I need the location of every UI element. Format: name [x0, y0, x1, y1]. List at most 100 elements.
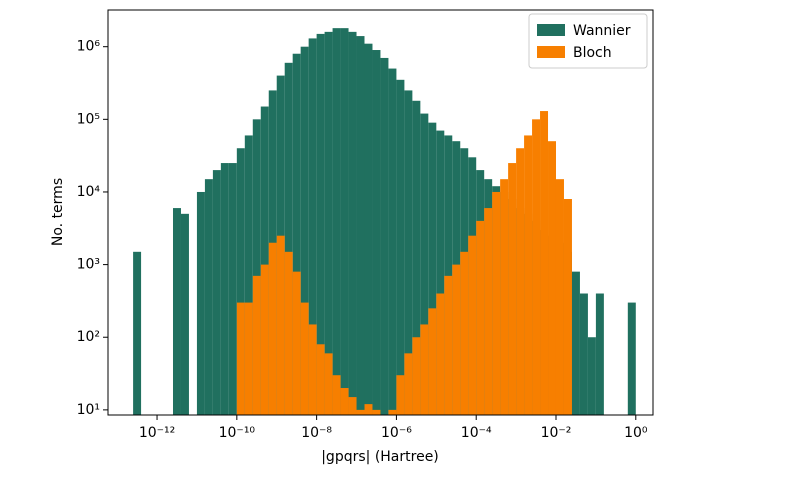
histogram-bar: [587, 337, 596, 415]
histogram-bar: [212, 170, 221, 415]
histogram-bar: [236, 302, 245, 415]
histogram-bar: [236, 148, 245, 415]
histogram-bar: [292, 271, 301, 415]
histogram-bar: [436, 130, 445, 415]
x-tick-label: 10⁻⁶: [381, 425, 412, 441]
histogram-bar: [412, 100, 421, 415]
histogram-bar: [332, 375, 341, 415]
y-tick-label: 10¹: [77, 402, 100, 418]
histogram-bar: [404, 90, 413, 416]
histogram-bar: [372, 409, 381, 415]
x-tick-label: 10⁰: [624, 425, 648, 441]
histogram-bar: [364, 404, 373, 415]
legend-label: Wannier: [573, 23, 631, 39]
histogram-bar: [396, 79, 405, 415]
histogram-bar: [508, 163, 517, 415]
histogram-bar: [555, 179, 564, 415]
histogram-bar: [548, 141, 556, 415]
histogram-bar: [252, 275, 261, 415]
histogram-bar: [428, 308, 437, 415]
histogram-bar: [492, 191, 501, 415]
histogram-bar: [468, 235, 477, 415]
y-tick-label: 10⁵: [77, 111, 100, 127]
histogram-bar: [324, 353, 333, 415]
histogram-bar: [284, 62, 293, 416]
histogram-bar: [260, 106, 269, 416]
legend-label: Bloch: [573, 45, 612, 61]
histogram-bar: [276, 235, 285, 415]
histogram-bar: [268, 242, 277, 415]
histogram-bar: [228, 163, 237, 415]
histogram-bar: [244, 135, 253, 415]
histogram-bar: [571, 271, 580, 415]
histogram-bar: [627, 302, 636, 415]
legend-swatch: [537, 24, 565, 36]
bars: [133, 28, 636, 416]
histogram-bar: [308, 38, 317, 415]
histogram-bar: [396, 375, 405, 415]
histogram-bar: [196, 191, 205, 415]
histogram-bar: [252, 119, 261, 415]
histogram-bar: [540, 111, 549, 415]
histogram-bar: [204, 179, 213, 415]
histogram-bar: [356, 409, 365, 415]
plot-frame: [107, 9, 654, 416]
x-tick-label: 10⁻¹²: [139, 425, 175, 441]
histogram-bar: [332, 28, 341, 416]
histogram-bar: [516, 148, 525, 415]
histogram-bar: [308, 324, 317, 415]
histogram-bar: [500, 179, 509, 415]
histogram-bar: [412, 337, 421, 415]
y-tick-label: 10³: [77, 257, 100, 273]
x-tick-label: 10⁻⁴: [461, 425, 492, 441]
histogram-bar: [133, 251, 142, 415]
histogram-bar: [244, 302, 253, 415]
histogram-bar: [452, 264, 461, 415]
histogram-bar: [579, 293, 588, 415]
histogram-bar: [220, 163, 229, 415]
x-tick-label: 10⁻⁸: [301, 425, 332, 441]
x-tick-label: 10⁻¹⁰: [219, 425, 256, 441]
histogram-bar: [595, 293, 604, 415]
histogram-bar: [340, 28, 349, 416]
histogram-bar: [444, 275, 453, 415]
histogram-bar: [340, 388, 349, 415]
histogram-bar: [404, 353, 413, 415]
histogram-bar: [324, 31, 333, 415]
x-axis-label: |gpqrs| (Hartree): [321, 449, 439, 465]
histogram-bar: [388, 68, 397, 415]
histogram-bar: [532, 119, 541, 415]
histogram-bar: [348, 31, 357, 415]
histogram-bar: [364, 43, 373, 415]
y-axis-label: No. terms: [50, 178, 66, 246]
histogram-bar: [284, 251, 293, 415]
histogram-bar: [292, 53, 301, 416]
histogram-bar: [420, 324, 429, 415]
y-tick-label: 10⁶: [77, 39, 101, 55]
histogram-bar: [180, 213, 189, 415]
histogram-bar: [356, 36, 365, 415]
histogram-bar: [372, 50, 381, 415]
histogram-bar: [300, 302, 309, 415]
y-tick-label: 10²: [77, 329, 100, 345]
x-tick-label: 10⁻²: [541, 425, 572, 441]
histogram-bar: [563, 199, 572, 415]
histogram-bar: [476, 220, 485, 415]
histogram-bar: [380, 57, 389, 416]
y-tick-label: 10⁴: [77, 184, 101, 200]
histogram-bar: [316, 344, 325, 415]
histogram-bar: [420, 113, 429, 416]
histogram-bar: [484, 208, 493, 415]
histogram-bar: [444, 135, 453, 415]
histogram-bar: [388, 409, 397, 415]
histogram-bar: [316, 33, 325, 415]
histogram-bar: [172, 208, 181, 415]
legend-swatch: [537, 46, 565, 58]
histogram-bar: [348, 397, 357, 415]
histogram-bar: [428, 122, 437, 416]
histogram-bar: [460, 251, 469, 415]
histogram-bar: [300, 46, 309, 416]
histogram-bar: [436, 293, 445, 415]
histogram-bar: [524, 135, 533, 415]
